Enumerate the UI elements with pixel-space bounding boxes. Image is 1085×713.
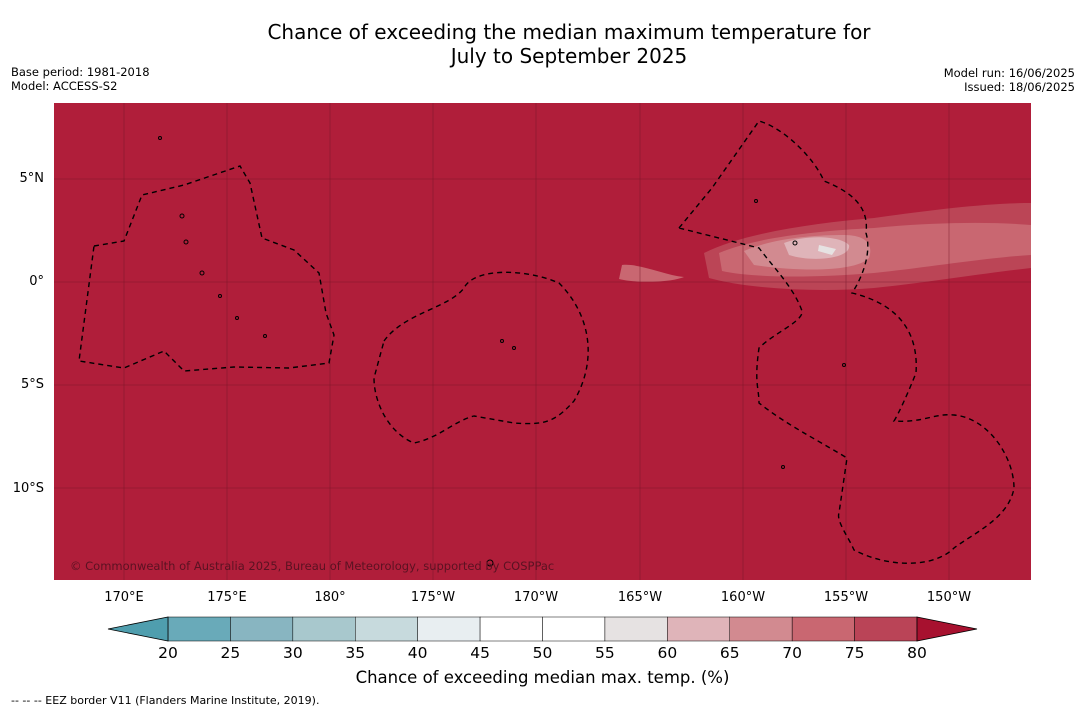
colorbar-tick-label: 45 <box>470 644 490 662</box>
colorbar-label: Chance of exceeding median max. temp. (%… <box>355 668 730 687</box>
longitude-label: 165°W <box>617 590 663 605</box>
colorbar-tick-label: 75 <box>844 644 865 662</box>
longitude-label: 150°W <box>926 590 972 605</box>
map-area <box>54 103 1031 580</box>
colorbar-bin <box>542 616 606 642</box>
latitude-label: 5°S <box>20 377 44 392</box>
contour-small <box>619 264 684 282</box>
colorbar-bin <box>230 616 294 642</box>
meta-left: Base period: 1981-2018 Model: ACCESS-S2 <box>11 65 150 93</box>
copyright-note: © Commonwealth of Australia 2025, Bureau… <box>70 559 555 573</box>
colorbar-tick-label: 55 <box>595 644 615 662</box>
latitude-label: 5°N <box>19 171 45 186</box>
longitude-label: 175°E <box>207 590 247 605</box>
colorbar-low-extend <box>107 616 169 642</box>
latitude-label: 0° <box>29 274 44 289</box>
title-line-2: July to September 2025 <box>450 44 688 68</box>
title-line-1: Chance of exceeding the median maximum t… <box>267 20 871 44</box>
model-name: Model: ACCESS-S2 <box>11 79 118 93</box>
base-period: Base period: 1981-2018 <box>11 65 150 79</box>
colorbar <box>107 616 978 642</box>
model-run: Model run: 16/06/2025 <box>943 66 1075 80</box>
eez-legend-note: -- -- -- EEZ border V11 (Flanders Marine… <box>11 694 320 707</box>
colorbar-bin <box>667 616 730 642</box>
longitude-label: 160°W <box>720 590 766 605</box>
eez-borders <box>78 120 1015 564</box>
colorbar-tick-label: 80 <box>907 644 927 662</box>
latitude-label: 10°S <box>12 481 44 496</box>
colorbar-tick-label: 65 <box>719 644 740 662</box>
colorbar-tick-label: 30 <box>282 644 303 662</box>
islands <box>158 136 846 567</box>
colorbar-bin <box>791 616 855 642</box>
colorbar-bin <box>854 616 918 642</box>
contour-55 <box>818 245 836 255</box>
longitude-label: 170°E <box>104 590 144 605</box>
colorbar-tick-label: 20 <box>158 644 178 662</box>
colorbar-tick-label: 50 <box>532 644 553 662</box>
colorbar-bin <box>167 616 231 642</box>
colorbar-tick-label: 70 <box>782 644 803 662</box>
longitude-label: 180° <box>314 590 346 605</box>
issued-date: Issued: 18/06/2025 <box>964 80 1075 94</box>
colorbar-bin <box>604 616 668 642</box>
colorbar-bin <box>729 616 793 642</box>
colorbar-tick-label: 25 <box>220 644 241 662</box>
colorbar-bin <box>355 616 418 642</box>
colorbar-tick-label: 40 <box>407 644 428 662</box>
longitude-label: 155°W <box>823 590 869 605</box>
colorbar-tick-label: 35 <box>345 644 366 662</box>
colorbar-bin <box>417 616 481 642</box>
colorbar-bins <box>167 616 918 642</box>
gridlines <box>54 103 1031 580</box>
map-background <box>54 103 1031 580</box>
colorbar-high-extend <box>916 616 978 642</box>
colorbar-bin <box>479 616 543 642</box>
map-svg <box>54 103 1031 580</box>
map-title: Chance of exceeding the median maximum t… <box>0 20 1085 68</box>
eez-kiribati-line <box>677 120 1015 564</box>
colorbar-tick-label: 60 <box>657 644 678 662</box>
meta-right: Model run: 16/06/2025 Issued: 18/06/2025 <box>944 66 1075 94</box>
longitude-label: 175°W <box>410 590 456 605</box>
longitude-label: 170°W <box>513 590 559 605</box>
colorbar-bin <box>292 616 356 642</box>
